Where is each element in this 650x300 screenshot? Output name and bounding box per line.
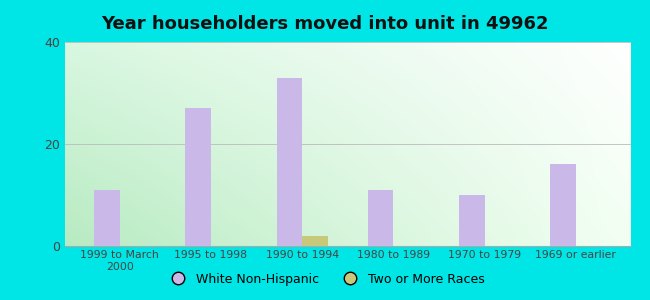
Bar <box>302 236 328 246</box>
Bar <box>551 164 576 246</box>
Text: Year householders moved into unit in 49962: Year householders moved into unit in 499… <box>101 15 549 33</box>
Bar <box>185 108 211 246</box>
Bar <box>277 78 302 246</box>
Bar <box>368 190 393 246</box>
Bar <box>94 190 120 246</box>
Bar <box>459 195 484 246</box>
Legend: White Non-Hispanic, Two or More Races: White Non-Hispanic, Two or More Races <box>161 268 489 291</box>
